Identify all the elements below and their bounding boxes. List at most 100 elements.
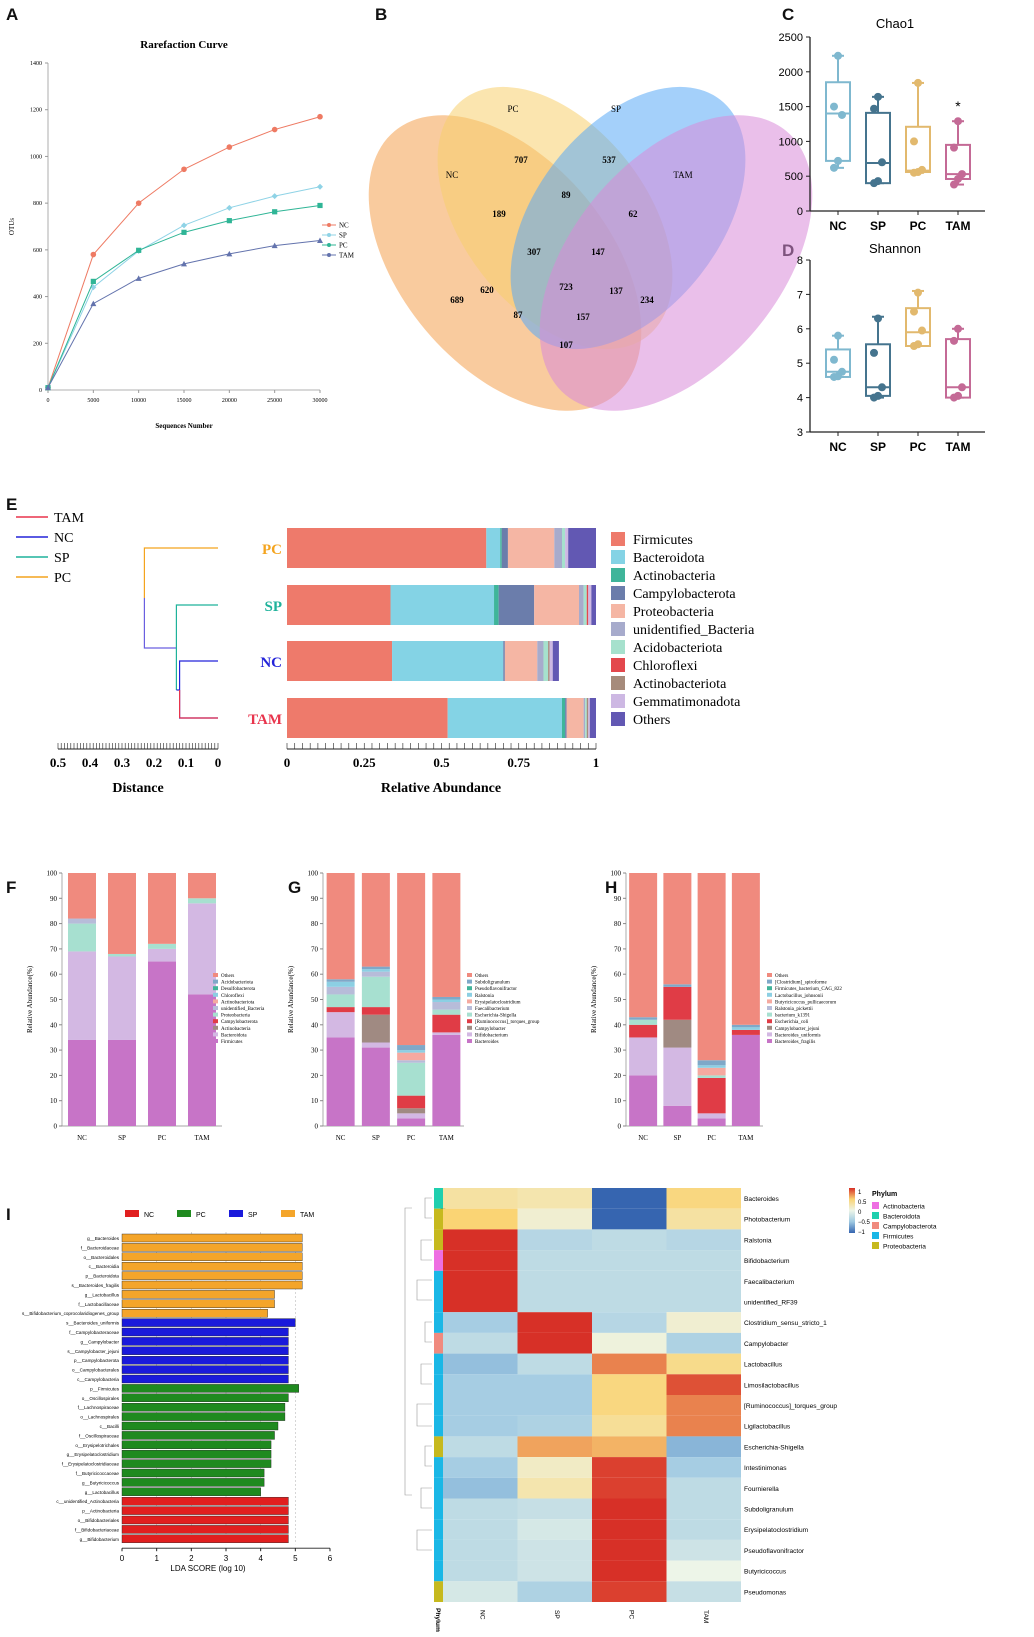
x-tick-label: PC xyxy=(910,219,927,233)
legend-swatch xyxy=(467,1019,472,1024)
stack-segment-Erysipelatoclostridium xyxy=(397,1052,426,1061)
phylum-cluster-panel: TAM NC SP PC 0.5 0.4 0.3 0.2 0.1 0 Distance PC SP NC T… xyxy=(16,511,755,796)
lda-bar-label: p__Actinobacteria xyxy=(82,1509,119,1514)
box-point xyxy=(874,92,882,101)
box-body-SP xyxy=(865,111,891,185)
dendro-branch xyxy=(143,547,218,598)
data-point xyxy=(90,278,96,284)
heat-col-label: PC xyxy=(627,1610,634,1619)
lefse-panel: NC PC SP TAM g__Bacteroides f__Bacteroidaceae… xyxy=(22,1210,333,1573)
stack-segment-Escherichia-Shigella xyxy=(432,1009,461,1015)
heat-cell xyxy=(517,1519,592,1540)
heat-cell xyxy=(517,1560,592,1582)
legend-swatch xyxy=(767,979,772,984)
heat-col-label: NC xyxy=(478,1610,485,1620)
heat-cell xyxy=(517,1208,592,1230)
y-tick-label: 0 xyxy=(39,388,42,394)
heat-cell xyxy=(592,1208,667,1230)
legend-label: Bacteroides_fragilis xyxy=(775,1040,815,1045)
legend-swatch xyxy=(467,1032,472,1037)
x-tick-label: TAM xyxy=(945,440,970,454)
y-tick-label: 30 xyxy=(311,1047,319,1055)
y-tick-label: 100 xyxy=(308,870,319,878)
data-point xyxy=(181,229,187,235)
venn-set-label: TAM xyxy=(673,170,692,180)
stack-segment-Others xyxy=(568,528,596,568)
y-tick-label: 3 xyxy=(797,427,803,439)
legend-swatch xyxy=(767,1006,772,1010)
stack-segment-Bacteroides_fragilis xyxy=(663,1105,692,1126)
stack-segment-unidentified_Bacteria xyxy=(537,641,544,681)
lda-bar-label: o__Oscillospirales xyxy=(82,1396,120,1401)
panel-label-i: I xyxy=(6,1205,11,1224)
x-tick-label: TAM xyxy=(195,1134,211,1142)
box-point xyxy=(954,324,962,333)
phylum-legend-title: Phylum xyxy=(872,1191,897,1198)
legend-swatch xyxy=(213,1032,218,1037)
heat-cell xyxy=(592,1270,667,1292)
lda-bar xyxy=(121,1318,296,1327)
y-tick-label: 70 xyxy=(311,945,319,953)
legend-label: Acidobacteriota xyxy=(633,641,723,656)
data-point xyxy=(181,166,187,173)
heat-cell xyxy=(592,1291,667,1313)
y-tick-label: 60 xyxy=(614,971,622,979)
legend-label: [Clostridium]_spiroforme xyxy=(775,981,827,986)
heat-cell xyxy=(517,1457,592,1478)
stack-segment-Faecalibacterium xyxy=(361,971,390,977)
lda-bar xyxy=(121,1515,289,1525)
phylum-strip xyxy=(434,1188,443,1209)
legend-label: Chloroflexi xyxy=(221,994,245,999)
phylum-strip xyxy=(434,1250,443,1271)
heat-cell xyxy=(666,1270,741,1292)
phylum-strip xyxy=(434,1415,443,1437)
stack-segment-bacterium_k1391 xyxy=(629,1019,658,1025)
lda-bar-label: s__Campylobacter_jejuni xyxy=(67,1349,119,1354)
legend-label: Bacteroides_uniformis xyxy=(775,1033,821,1038)
stack-segment-Escherichia_coli xyxy=(629,1024,658,1038)
x-tick-label: TAM xyxy=(945,219,970,233)
stack-segment-Bifidobacterium xyxy=(397,1113,426,1119)
legend-swatch xyxy=(767,992,772,997)
legend-label: Pseudoflavonifractor xyxy=(475,987,517,992)
legend-swatch xyxy=(611,568,625,582)
panel-label-g: G xyxy=(288,878,301,897)
phylum-legend-label: Actinobacteria xyxy=(883,1204,925,1211)
x-tick-label: TAM xyxy=(439,1134,455,1142)
lda-bar-label: g__Butyricicoccus xyxy=(82,1480,120,1485)
heat-cell xyxy=(517,1270,592,1292)
heat-cell xyxy=(666,1395,741,1416)
legend-label: Proteobacteria xyxy=(221,1014,251,1019)
lda-bar xyxy=(121,1290,275,1299)
stack-segment-Others xyxy=(591,585,596,625)
heat-cell xyxy=(443,1477,518,1499)
legend-swatch xyxy=(611,658,625,672)
color-scale-bar xyxy=(849,1188,855,1233)
heat-cell xyxy=(592,1560,667,1582)
lda-bar xyxy=(121,1280,303,1290)
dendro-legend-label: TAM xyxy=(54,511,85,526)
y-tick-label: 0 xyxy=(618,1123,622,1131)
stack-segment-Chloroflexi xyxy=(586,585,589,625)
dendro-branch xyxy=(143,598,177,649)
stack-segment-Others xyxy=(731,873,760,1025)
legend-label: Campylobacterota xyxy=(221,1020,258,1025)
legend-label: Erysipelatoclostridium xyxy=(475,1000,521,1005)
x-tick-label: 5 xyxy=(293,1554,298,1563)
stack-segment-Bacteroides_uniformis xyxy=(629,1037,658,1076)
legend-swatch xyxy=(611,532,625,546)
lda-bar-label: f__Oscillospiraceae xyxy=(79,1433,120,1438)
legend-label: Bacteroidota xyxy=(633,551,705,566)
heat-dendro-branch xyxy=(404,1207,412,1496)
heat-cell xyxy=(666,1457,741,1478)
data-point xyxy=(271,193,278,200)
legend-label: Campylobacter_jejuni xyxy=(775,1027,820,1032)
y-tick-label: 60 xyxy=(311,971,319,979)
box-point xyxy=(838,110,846,119)
venn-set-TAM xyxy=(539,115,813,411)
box-point xyxy=(918,165,926,174)
lda-bar xyxy=(121,1271,303,1280)
stack-segment-Others xyxy=(397,873,426,1046)
stack-segment-Campylobacterota xyxy=(565,698,567,738)
lda-bar xyxy=(121,1487,261,1497)
